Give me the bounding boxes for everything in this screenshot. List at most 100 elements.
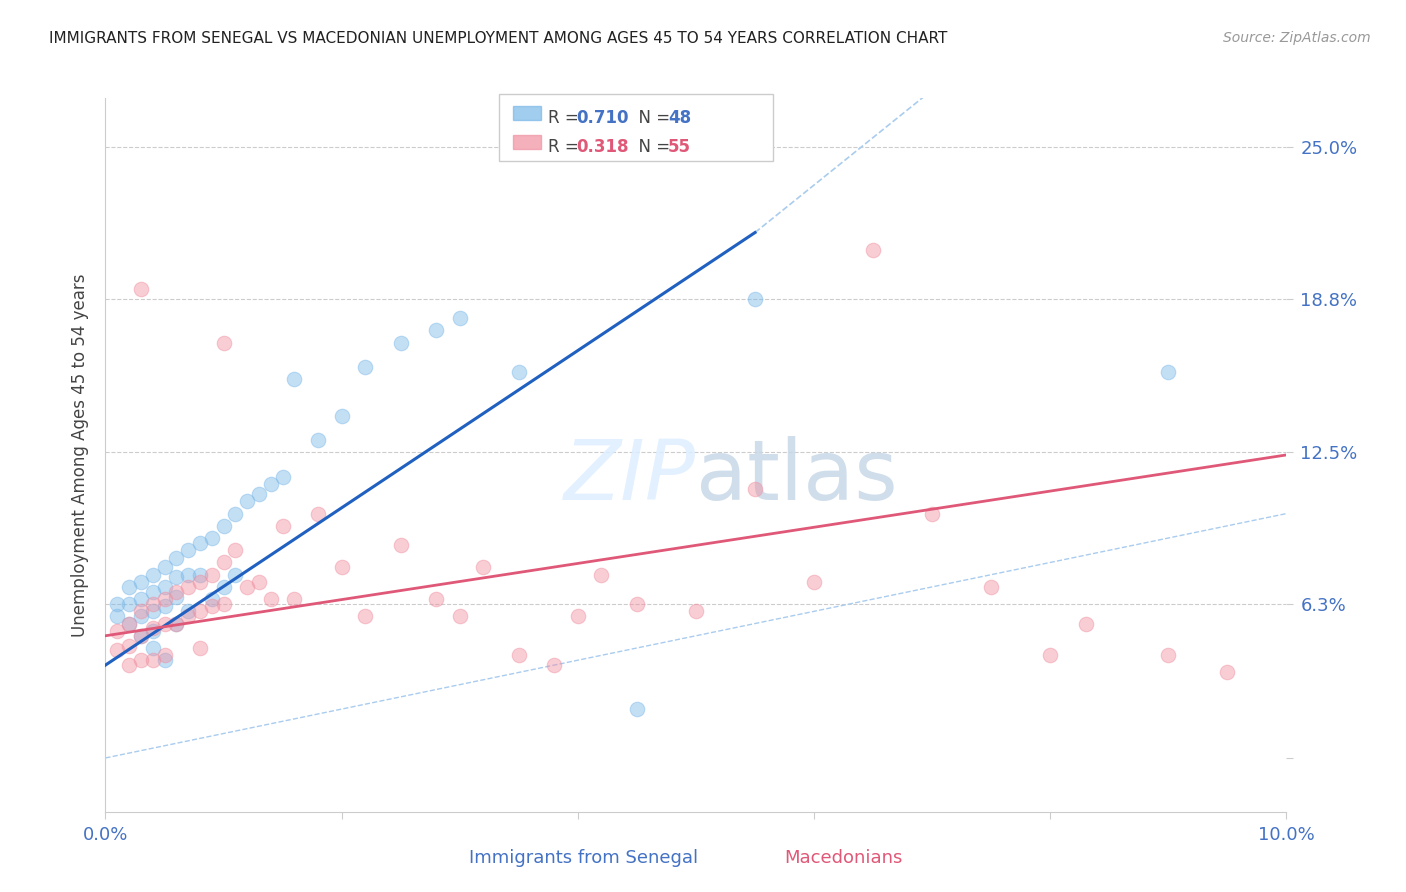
Point [307, 434, 329, 448]
Point [591, 567, 613, 582]
Point [177, 567, 200, 582]
Point [1039, 648, 1062, 663]
Point [283, 592, 305, 607]
Point [389, 335, 412, 350]
Point [543, 658, 565, 673]
Point [626, 597, 648, 611]
Text: 48: 48 [668, 109, 690, 127]
Point [1216, 665, 1239, 680]
Point [247, 574, 270, 589]
Point [142, 584, 165, 599]
Point [188, 604, 211, 618]
Point [236, 494, 259, 508]
Point [142, 597, 165, 611]
Point [165, 570, 187, 584]
Point [129, 609, 152, 624]
Point [201, 531, 224, 545]
Point [129, 592, 152, 607]
Point [626, 702, 648, 716]
Point [188, 536, 211, 550]
Point [354, 609, 377, 624]
Point [177, 580, 200, 594]
Point [142, 653, 165, 667]
Text: N =: N = [628, 138, 676, 156]
Point [129, 629, 152, 643]
Point [260, 477, 283, 491]
Point [283, 372, 305, 386]
Point [449, 311, 471, 326]
Point [142, 624, 165, 638]
Point [212, 556, 235, 570]
Point [685, 604, 707, 618]
Point [188, 567, 211, 582]
Point [354, 359, 377, 374]
Text: R =: R = [548, 109, 585, 127]
Point [389, 538, 412, 552]
Point [449, 609, 471, 624]
Point [201, 592, 224, 607]
Point [212, 335, 235, 350]
Point [142, 622, 165, 636]
Text: R =: R = [548, 138, 585, 156]
Text: Source: ZipAtlas.com: Source: ZipAtlas.com [1223, 31, 1371, 45]
Point [508, 648, 530, 663]
Point [1157, 365, 1180, 379]
Y-axis label: Unemployment Among Ages 45 to 54 years: Unemployment Among Ages 45 to 54 years [70, 273, 89, 637]
Text: N =: N = [628, 109, 676, 127]
Point [165, 550, 187, 565]
Point [508, 365, 530, 379]
Point [129, 604, 152, 618]
Point [153, 653, 176, 667]
Point [744, 482, 766, 496]
Point [744, 292, 766, 306]
Point [980, 580, 1002, 594]
Point [165, 616, 187, 631]
Point [142, 640, 165, 655]
Point [177, 543, 200, 558]
Point [153, 648, 176, 663]
Point [271, 470, 294, 484]
Point [118, 597, 141, 611]
Point [247, 487, 270, 501]
Point [177, 604, 200, 618]
Point [224, 567, 246, 582]
Point [153, 592, 176, 607]
Point [105, 609, 128, 624]
Point [201, 567, 224, 582]
Point [153, 616, 176, 631]
Point [188, 574, 211, 589]
Point [118, 616, 141, 631]
Point [862, 243, 884, 257]
Point [105, 643, 128, 657]
Point [129, 282, 152, 296]
Point [212, 518, 235, 533]
Point [567, 609, 589, 624]
Point [224, 507, 246, 521]
Point [224, 543, 246, 558]
Point [260, 592, 283, 607]
Text: 0.710: 0.710 [576, 109, 628, 127]
Point [472, 560, 495, 574]
Point [201, 599, 224, 614]
Text: 0.318: 0.318 [576, 138, 628, 156]
Point [129, 629, 152, 643]
Point [153, 560, 176, 574]
Point [129, 653, 152, 667]
Point [142, 567, 165, 582]
Point [188, 640, 211, 655]
Point [236, 580, 259, 594]
Text: IMMIGRANTS FROM SENEGAL VS MACEDONIAN UNEMPLOYMENT AMONG AGES 45 TO 54 YEARS COR: IMMIGRANTS FROM SENEGAL VS MACEDONIAN UN… [49, 31, 948, 46]
Point [1074, 616, 1097, 631]
Point [307, 507, 329, 521]
Point [1157, 648, 1180, 663]
Point [330, 409, 353, 423]
Point [425, 323, 447, 337]
Point [118, 580, 141, 594]
Point [212, 597, 235, 611]
Text: Macedonians: Macedonians [785, 849, 903, 867]
Point [271, 518, 294, 533]
Point [105, 597, 128, 611]
Point [165, 590, 187, 604]
Text: Immigrants from Senegal: Immigrants from Senegal [470, 849, 697, 867]
Point [118, 616, 141, 631]
